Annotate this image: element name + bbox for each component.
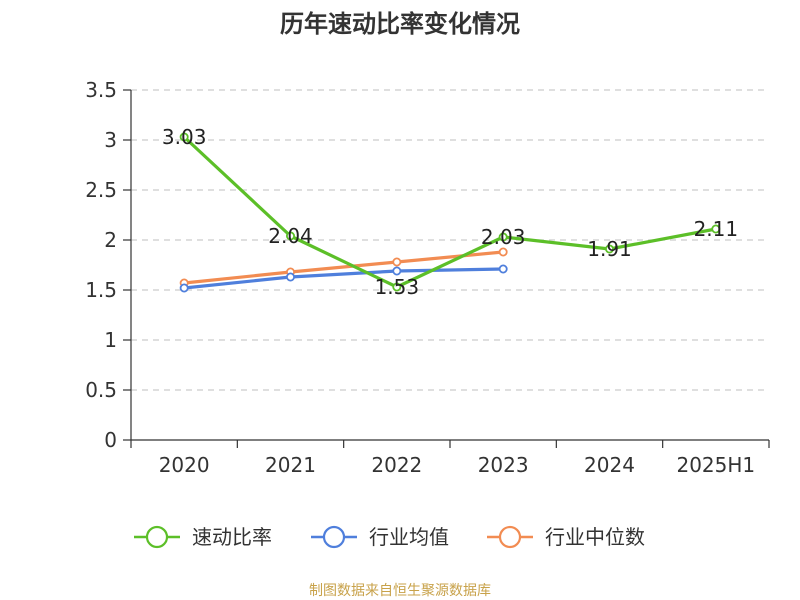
data-label: 2.11 [694, 217, 739, 241]
legend-label: 速动比率 [192, 525, 272, 549]
source-footer: 制图数据来自恒生聚源数据库 [309, 583, 491, 599]
legend-item-2[interactable]: 行业中位数 [487, 525, 645, 549]
series-lines [179, 132, 721, 293]
series-point [392, 266, 402, 276]
legend-label: 行业均值 [369, 525, 449, 549]
x-tick-label: 2025H1 [676, 453, 755, 477]
series-point [498, 232, 508, 242]
y-tick-label: 0 [104, 428, 117, 452]
legend-item-0[interactable]: 速动比率 [134, 525, 272, 549]
y-tick-label: 2 [104, 228, 117, 252]
y-tick-label: 1.5 [85, 278, 117, 302]
x-tick-label: 2020 [159, 453, 210, 477]
data-label: 2.03 [481, 225, 526, 249]
legend-label: 行业中位数 [545, 525, 645, 549]
x-tick-label: 2021 [265, 453, 316, 477]
legend-marker-icon [145, 525, 169, 549]
legend-marker-icon [498, 525, 522, 549]
series-line-0 [182, 135, 718, 289]
y-tick-label: 0.5 [85, 378, 117, 402]
x-tick-label: 2022 [371, 453, 422, 477]
series-point [392, 282, 402, 292]
legend-item-1[interactable]: 行业均值 [311, 525, 449, 549]
data-labels: 3.03 2.04 1.53 2.03 1.91 2.11 [162, 125, 738, 299]
y-tick-label: 1 [104, 328, 117, 352]
series-line-1 [182, 267, 505, 290]
y-tick-label: 3.5 [85, 78, 117, 102]
y-tick-label: 2.5 [85, 178, 117, 202]
series-point [498, 264, 508, 274]
series-point [285, 272, 295, 282]
series-point [498, 247, 508, 257]
series-point [392, 257, 402, 267]
series-line-2 [182, 250, 505, 285]
axes: 0 0.5 1 1.5 2 2.5 3 3.5 2020 2021 2022 2023 2024 2025… [85, 78, 770, 477]
data-label: 3.03 [162, 125, 207, 149]
legend[interactable]: 速动比率 行业均值 行业中位数 [134, 525, 645, 549]
x-tick-label: 2024 [584, 453, 635, 477]
x-tick-label: 2023 [478, 453, 529, 477]
series-point [179, 283, 189, 293]
data-label: 1.91 [587, 237, 632, 261]
series-point [179, 132, 189, 142]
data-label: 1.53 [375, 275, 420, 299]
series-point [285, 231, 295, 241]
legend-marker-icon [322, 525, 346, 549]
series-point [711, 224, 721, 234]
chart-title: 历年速动比率变化情况 [280, 10, 520, 38]
series-point [605, 244, 615, 254]
data-label: 2.04 [268, 224, 313, 248]
y-tick-label: 3 [104, 128, 117, 152]
grid-lines [131, 89, 769, 391]
